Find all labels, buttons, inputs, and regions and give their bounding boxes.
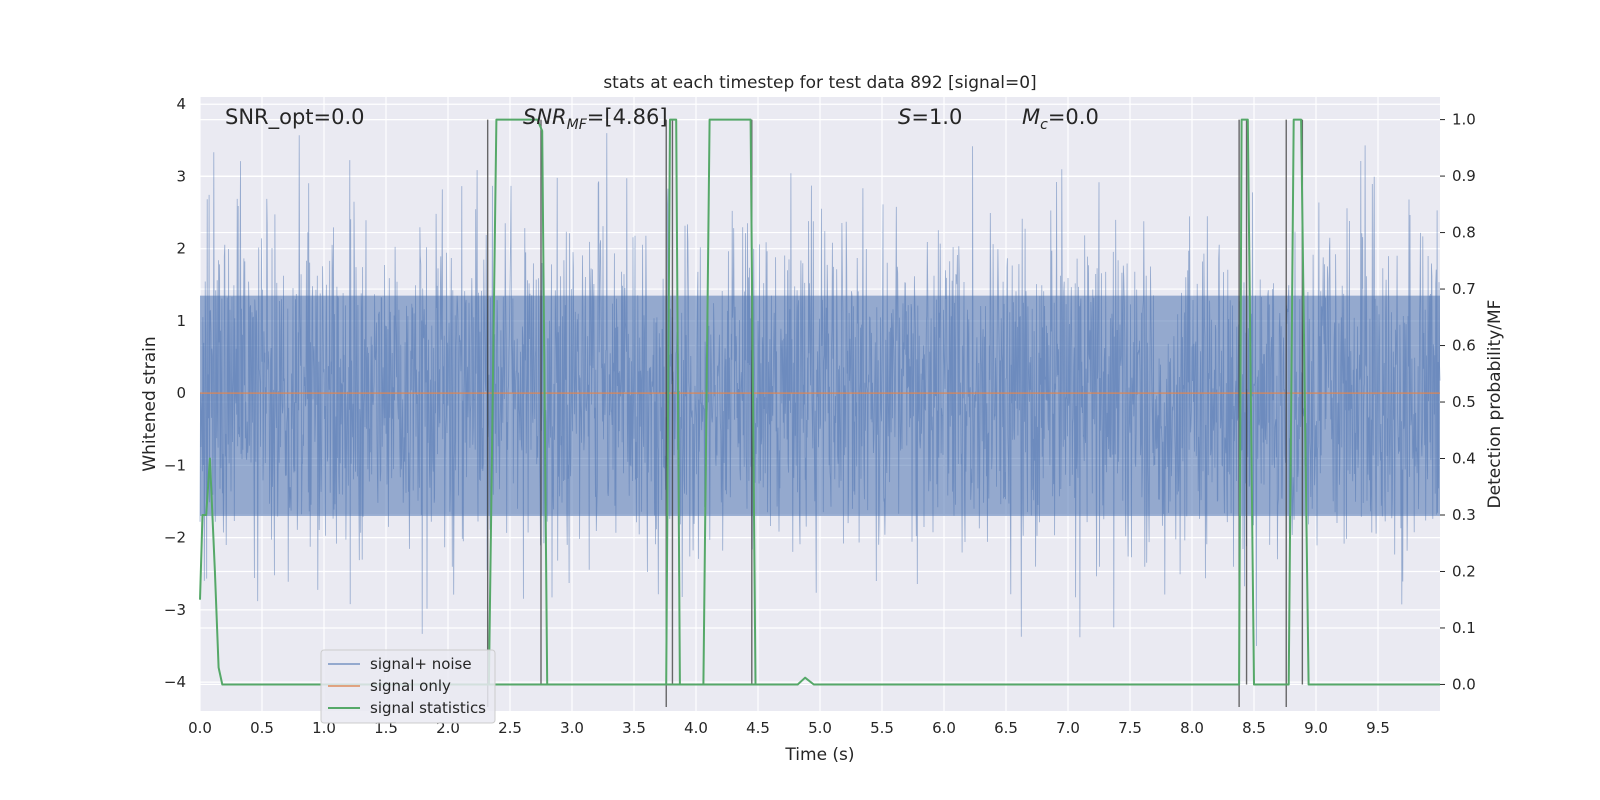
- y-tick-label: −4: [164, 673, 186, 691]
- y-tick-label: 2: [176, 240, 186, 258]
- y-axis-right-label: Detection probability/MF: [1485, 300, 1505, 509]
- y-right-tick-label: 0.2: [1452, 562, 1476, 580]
- y-axis-label: Whitened strain: [140, 336, 160, 471]
- x-tick-label: 6.0: [932, 719, 956, 737]
- legend: signal+ noise signal only signal statist…: [320, 649, 496, 724]
- y-tick-label: 1: [176, 312, 186, 330]
- y-tick-label: 0: [176, 384, 186, 402]
- y-right-tick-label: 0.4: [1452, 450, 1476, 468]
- y-right-tick-label: 0.6: [1452, 337, 1476, 355]
- x-tick-label: 3.5: [622, 719, 646, 737]
- x-tick-label: 5.5: [870, 719, 894, 737]
- y-tick-label: −1: [164, 456, 186, 474]
- s-value: =1.0: [911, 105, 962, 129]
- x-tick-label: 4.0: [684, 719, 708, 737]
- x-tick-label: 9.0: [1304, 719, 1328, 737]
- y-right-tick-label: 0.7: [1452, 280, 1476, 298]
- y-right-tick-label: 0.0: [1452, 675, 1476, 693]
- y-tick-label: −3: [164, 601, 186, 619]
- probability-line: [199, 118, 1440, 686]
- annotation-snr-opt: SNR_opt=0.0: [225, 105, 365, 130]
- mc-value: =0.0: [1048, 105, 1099, 129]
- legend-label-noise: signal+ noise: [370, 655, 472, 673]
- y-tick-label: 3: [176, 167, 186, 185]
- snr-mf-base: SNR: [523, 105, 567, 129]
- x-tick-label: 0.5: [250, 719, 274, 737]
- y-right-tick-label: 0.8: [1452, 224, 1476, 242]
- x-tick-label: 8.0: [1180, 719, 1204, 737]
- annotation-mc: Mc=0.0: [1022, 105, 1099, 133]
- x-tick-label: 8.5: [1242, 719, 1266, 737]
- y-right-tick-label: 1.0: [1452, 111, 1476, 129]
- y-right-tick-label: 0.9: [1452, 167, 1476, 185]
- x-tick-label: 6.5: [994, 719, 1018, 737]
- mc-base: M: [1022, 105, 1040, 129]
- snr-mf-value: =[4.86]: [587, 105, 668, 129]
- y-right-tick-label: 0.3: [1452, 506, 1476, 524]
- x-tick-label: 0.0: [188, 719, 212, 737]
- y-right-tick-label: 0.5: [1452, 393, 1476, 411]
- y-right-tick-label: 0.1: [1452, 619, 1476, 637]
- mc-sub: c: [1040, 117, 1048, 133]
- x-tick-label: 7.0: [1056, 719, 1080, 737]
- annotation-s: S=1.0: [898, 105, 962, 129]
- noise-line: [199, 133, 1441, 647]
- x-tick-label: 2.5: [498, 719, 522, 737]
- x-axis-label: Time (s): [784, 745, 854, 765]
- x-tick-label: 4.5: [746, 719, 770, 737]
- x-tick-label: 7.5: [1118, 719, 1142, 737]
- x-tick-label: 5.0: [808, 719, 832, 737]
- probability-line: [665, 118, 765, 686]
- y-tick-label: 4: [176, 95, 186, 113]
- y-tick-label: −2: [164, 529, 186, 547]
- probability-line: [487, 118, 555, 686]
- legend-label-statistics: signal statistics: [370, 699, 486, 717]
- x-tick-label: 3.0: [560, 719, 584, 737]
- s-base: S: [898, 105, 911, 129]
- noise-series: [199, 133, 1441, 647]
- annotation-snr-mf: SNRMF=[4.86]: [523, 105, 668, 133]
- x-tick-label: 9.5: [1366, 719, 1390, 737]
- signal-statistics-series: [199, 118, 1440, 686]
- ticks: 0.0 0.5 1.0 1.5 2.0 2.5 3.0 3.5 4.0 4.5 5.0 5.5 6.0 6…: [164, 95, 1476, 737]
- snr-mf-sub: MF: [567, 117, 588, 133]
- legend-box: [320, 649, 496, 724]
- chart-title: stats at each timestep for test data 892…: [603, 73, 1036, 93]
- legend-label-signal: signal only: [370, 677, 451, 695]
